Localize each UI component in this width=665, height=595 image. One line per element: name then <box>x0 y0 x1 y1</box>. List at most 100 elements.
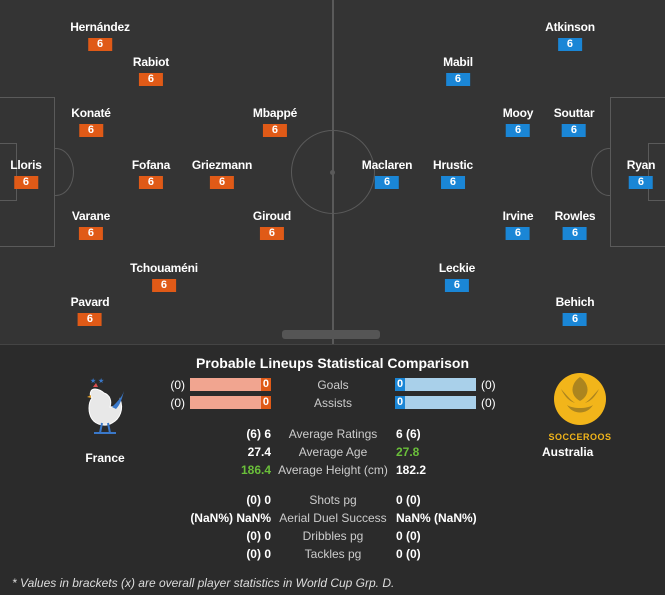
player-name: Leckie <box>438 261 476 275</box>
away-player[interactable]: Souttar 6 <box>554 106 595 138</box>
home-player[interactable]: Fofana 6 <box>132 158 170 190</box>
center-circle <box>291 130 375 214</box>
stat-row-average-ratings: (6) 6 Average Ratings 6 (6) <box>0 427 665 443</box>
home-bar-fill <box>261 396 271 409</box>
away-value: 27.8 <box>396 445 420 459</box>
player-rating: 6 <box>78 227 103 240</box>
home-team[interactable]: ★ ★ France <box>55 375 155 465</box>
player-name: Rabiot <box>132 55 170 69</box>
player-rating: 6 <box>563 227 587 240</box>
center-spot <box>330 170 335 175</box>
home-player[interactable]: Varane 6 <box>72 209 110 241</box>
away-player[interactable]: Leckie 6 <box>439 261 475 293</box>
player-rating: 6 <box>563 313 587 326</box>
away-player[interactable]: Irvine 6 <box>503 209 534 241</box>
socceroos-wordmark: SOCCEROOS <box>548 432 612 442</box>
home-player[interactable]: Mbappé 6 <box>253 106 297 138</box>
player-name: Mabil <box>443 55 473 69</box>
away-team-name: Australia <box>542 445 594 459</box>
stat-label: Aerial Duel Success <box>279 511 387 525</box>
stat-label: Average Age <box>298 445 368 459</box>
home-value: 186.4 <box>240 463 271 477</box>
stat-label: Shots pg <box>309 493 357 507</box>
home-team-name: France <box>85 451 125 465</box>
player-name: Giroud <box>252 209 292 223</box>
away-value: 0 (0) <box>396 493 421 507</box>
stat-label: Assists <box>313 396 352 410</box>
player-name: Mbappé <box>252 106 298 120</box>
player-name: Tchouaméni <box>130 261 198 275</box>
player-rating: 6 <box>440 176 465 189</box>
player-rating: 6 <box>88 38 112 51</box>
away-team[interactable]: SOCCEROOS Australia <box>530 371 630 459</box>
away-value: 182.2 <box>396 463 427 477</box>
player-rating: 6 <box>561 124 586 137</box>
home-player[interactable]: Konaté 6 <box>71 106 111 138</box>
home-value: (0) 0 <box>246 547 271 561</box>
away-bar: 0 <box>395 378 476 391</box>
away-bar-fill <box>395 396 405 409</box>
away-player[interactable]: Hrustic 6 <box>433 158 473 190</box>
stat-row-average-age: 27.4 Average Age 27.8 <box>0 445 665 461</box>
away-bar-value: 0 <box>397 396 404 408</box>
stat-row-average-height: 186.4 Average Height (cm) 182.2 <box>0 463 665 479</box>
player-name: Griezmann <box>191 158 253 172</box>
home-bracket: (0) <box>170 396 185 410</box>
home-value: (0) 0 <box>246 493 271 507</box>
home-player[interactable]: Griezmann 6 <box>192 158 252 190</box>
away-player[interactable]: Mooy 6 <box>502 106 534 138</box>
player-name: Pavard <box>70 295 110 309</box>
stat-row-shots: (0) 0 Shots pg 0 (0) <box>0 493 665 509</box>
home-player[interactable]: Tchouaméni 6 <box>130 261 198 293</box>
home-player[interactable]: Giroud 6 <box>253 209 291 241</box>
comparison-title: Probable Lineups Statistical Comparison <box>195 355 470 371</box>
away-player[interactable]: Ryan 6 <box>627 158 655 190</box>
player-name: Rowles <box>554 209 596 223</box>
player-rating: 6 <box>375 176 399 189</box>
home-player[interactable]: Rabiot 6 <box>133 55 169 87</box>
home-bar-value: 0 <box>262 378 269 390</box>
player-rating: 6 <box>78 124 103 137</box>
stat-label: Goals <box>317 378 349 392</box>
player-name: Hrustic <box>433 158 473 172</box>
home-player[interactable]: Lloris 6 <box>10 158 42 190</box>
player-name: Hernández <box>70 20 130 34</box>
stat-label: Dribbles pg <box>302 529 364 543</box>
player-name: Lloris <box>10 158 42 172</box>
player-rating: 6 <box>259 227 284 240</box>
home-player[interactable]: Hernández 6 <box>70 20 130 52</box>
home-player[interactable]: Pavard 6 <box>71 295 110 327</box>
away-bracket: (0) <box>481 396 496 410</box>
player-rating: 6 <box>13 176 38 189</box>
player-rating: 6 <box>151 279 176 292</box>
away-player[interactable]: Behich 6 <box>556 295 595 327</box>
away-player[interactable]: Rowles 6 <box>555 209 596 241</box>
away-bracket: (0) <box>481 378 496 392</box>
away-player[interactable]: Atkinson 6 <box>545 20 595 52</box>
away-player[interactable]: Mabil 6 <box>443 55 473 87</box>
player-name: Behich <box>555 295 595 309</box>
player-rating: 6 <box>210 176 234 189</box>
player-name: Mooy <box>502 106 534 120</box>
away-penalty-box <box>610 97 665 247</box>
scroll-handle[interactable] <box>282 330 380 339</box>
home-bar-value: 0 <box>262 396 269 408</box>
player-rating: 6 <box>506 124 530 137</box>
stat-label: Tackles pg <box>304 547 362 561</box>
player-rating: 6 <box>445 73 470 86</box>
stat-row-aerial-duel: (NaN%) NaN% Aerial Duel Success NaN% (Na… <box>0 511 665 527</box>
away-value: 0 (0) <box>396 547 421 561</box>
away-player[interactable]: Maclaren 6 <box>362 158 412 190</box>
player-name: Varane <box>71 209 111 223</box>
rooster-icon: ★ ★ <box>87 377 124 434</box>
home-value: 27.4 <box>247 445 271 459</box>
away-bar-value: 0 <box>397 378 404 390</box>
away-goal-box <box>648 143 665 201</box>
player-name: Fofana <box>131 158 171 172</box>
stat-label: Average Ratings <box>288 427 378 441</box>
player-rating: 6 <box>557 38 582 51</box>
player-rating: 6 <box>77 313 102 326</box>
home-bar: 0 <box>190 378 271 391</box>
player-rating: 6 <box>628 176 653 189</box>
footnote: * Values in brackets (x) are overall pla… <box>12 576 395 590</box>
